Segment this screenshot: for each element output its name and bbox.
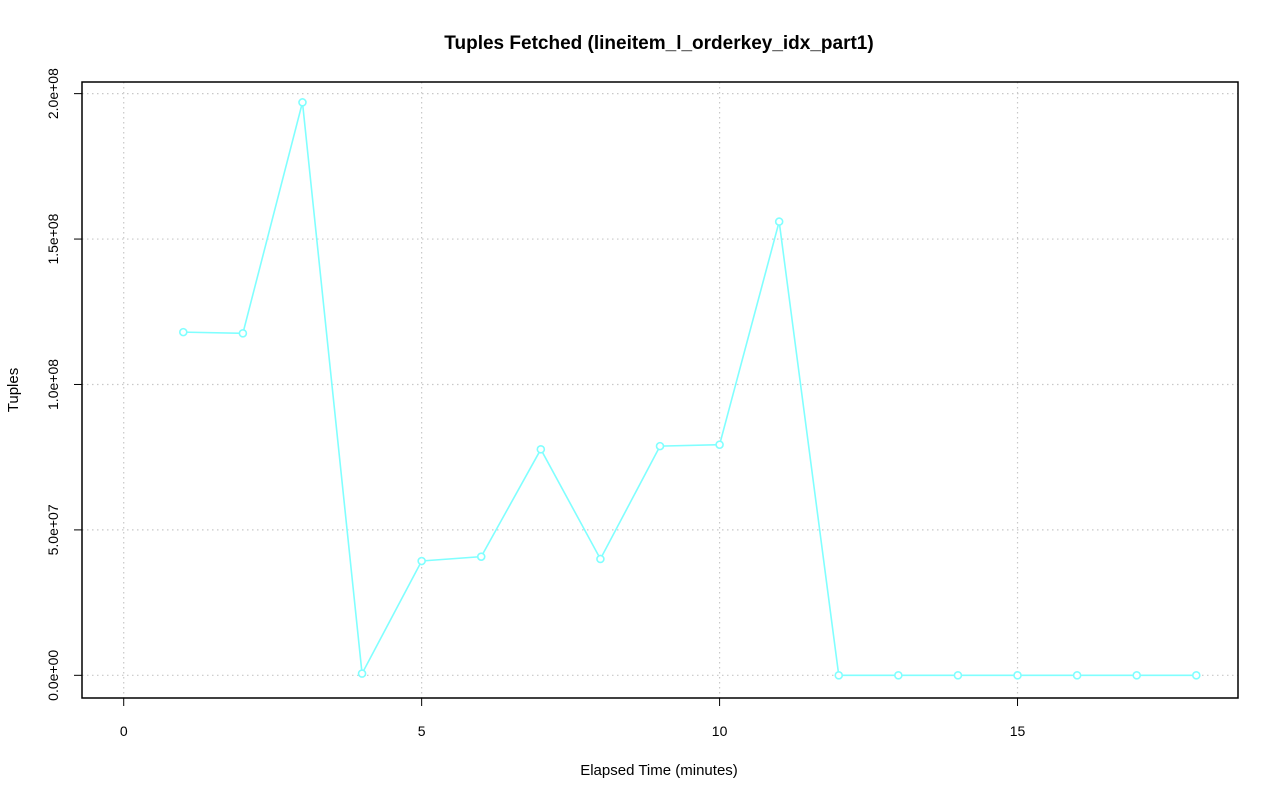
data-point <box>596 554 605 564</box>
y-tick-label: 5.0e+07 <box>45 504 61 555</box>
data-point <box>536 445 546 454</box>
data-point <box>238 328 248 338</box>
data-point <box>1132 671 1142 680</box>
data-point <box>655 441 665 451</box>
series-layer <box>178 98 1201 680</box>
plot-frame <box>81 81 1239 699</box>
data-point <box>953 671 963 680</box>
y-tick-label: 2.0e+08 <box>45 68 61 119</box>
data-point <box>834 671 844 680</box>
x-tick-label: 5 <box>418 723 426 739</box>
y-tick-label: 0.0e+00 <box>45 650 61 701</box>
data-point <box>298 98 307 107</box>
axes: 0 5 10 15 0.0e+00 5.0e+07 1.0e+08 1.5e+08 2.0e+0… <box>45 68 1026 739</box>
y-axis-label: Tuples <box>5 368 22 412</box>
y-tick-label: 1.0e+08 <box>45 359 61 410</box>
data-point <box>1191 671 1201 680</box>
data-point <box>774 217 784 226</box>
data-point <box>715 440 724 449</box>
data-point <box>476 552 486 561</box>
data-point <box>894 671 903 680</box>
y-tick-label: 1.5e+08 <box>45 213 61 264</box>
series-line <box>183 102 1197 677</box>
data-point <box>1072 671 1082 680</box>
chart-title: Tuples Fetched (lineitem_l_orderkey_idx_… <box>444 33 873 54</box>
x-axis-label: Elapsed Time (minutes) <box>580 762 738 779</box>
x-tick-label: 15 <box>1010 723 1026 739</box>
x-tick-label: 0 <box>120 723 128 739</box>
data-point <box>417 556 426 566</box>
x-tick-label: 10 <box>712 723 728 739</box>
data-point <box>357 669 367 678</box>
grid <box>82 82 1238 698</box>
data-point <box>1013 671 1022 680</box>
data-point <box>178 327 188 337</box>
